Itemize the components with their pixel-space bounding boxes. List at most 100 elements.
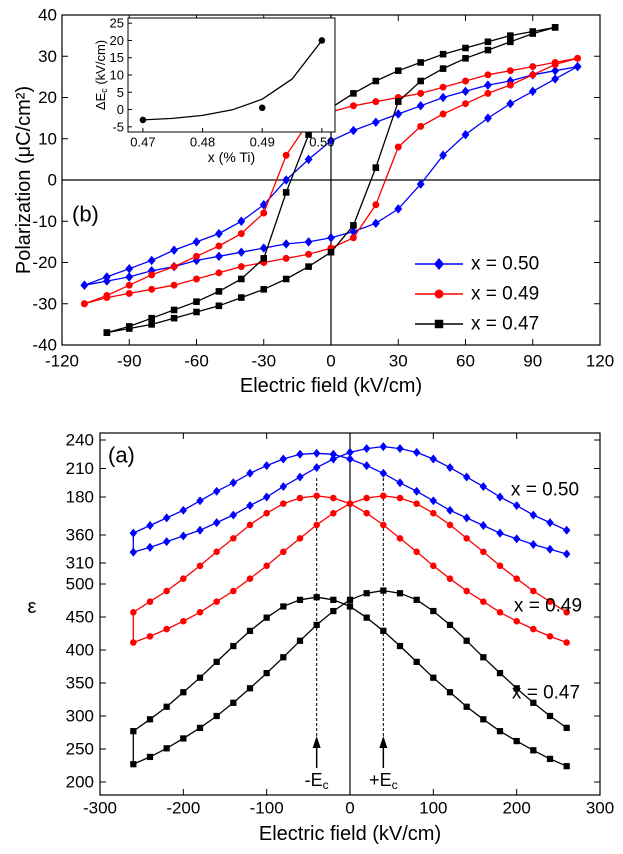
data-point [146, 753, 154, 761]
data-point [496, 562, 504, 570]
data-point [296, 596, 304, 603]
data-point [372, 77, 380, 85]
data-point [196, 724, 204, 731]
data-point [394, 109, 403, 119]
data-point [530, 625, 537, 633]
data-point [296, 472, 304, 482]
legend-marker [433, 257, 445, 271]
data-point [396, 444, 404, 454]
data-point [484, 46, 492, 54]
data-point [372, 164, 380, 171]
data-point [330, 596, 337, 603]
data-point [263, 614, 270, 621]
data-point [512, 501, 521, 511]
data-point [446, 463, 454, 473]
x-tick-label: -60 [184, 352, 209, 371]
data-point [304, 154, 313, 165]
data-point [313, 521, 320, 529]
data-point [480, 548, 487, 556]
data-point [282, 254, 290, 262]
data-point [246, 627, 254, 634]
y-tick-label: -30 [32, 294, 57, 313]
data-point [416, 179, 425, 189]
data-point [130, 761, 137, 768]
x-axis-title: x (% Ti) [208, 149, 255, 165]
data-point [313, 492, 320, 500]
data-point [446, 689, 454, 696]
data-point [170, 245, 179, 255]
data-point [479, 482, 488, 492]
data-point [480, 598, 487, 605]
data-point [546, 755, 554, 763]
x-tick-label: 0 [326, 352, 335, 371]
data-point [162, 513, 171, 523]
data-point [170, 306, 178, 314]
data-point [313, 594, 320, 601]
y-tick-label: 30 [38, 47, 57, 66]
legend-label: x = 0.47 [471, 314, 539, 335]
data-point [215, 288, 223, 295]
data-point [148, 314, 155, 322]
y-tick-label: 350 [66, 674, 94, 693]
data-point [546, 712, 554, 720]
data-point [463, 703, 470, 710]
data-point [305, 263, 312, 270]
data-point [237, 216, 246, 226]
data-point [162, 537, 171, 547]
data-point [139, 116, 147, 124]
ec-label: +Ec [369, 770, 398, 792]
x-tick-label: -30 [251, 352, 276, 371]
data-point [479, 521, 488, 530]
y-tick-label: 360 [66, 526, 94, 545]
data-point [215, 302, 223, 310]
ec-label-main: +E [369, 770, 392, 790]
data-point [496, 492, 504, 502]
data-point [496, 528, 504, 538]
panel-label: (b) [72, 202, 99, 227]
y-tick-label: 10 [38, 129, 57, 148]
data-point [163, 625, 170, 633]
data-point [483, 80, 492, 90]
data-point [148, 321, 155, 328]
data-point [462, 77, 469, 85]
series-label: x = 0.50 [511, 480, 579, 501]
data-point [280, 500, 287, 507]
data-point [496, 728, 504, 735]
data-point [246, 685, 254, 692]
x-tick-label: 0.48 [190, 135, 215, 150]
data-point [329, 454, 338, 464]
data-point [529, 30, 537, 37]
data-point [259, 200, 268, 210]
data-point [296, 535, 304, 542]
y-tick-label: 310 [66, 554, 94, 573]
data-point [263, 669, 270, 677]
data-point [196, 562, 204, 570]
data-point [563, 724, 570, 731]
data-point [196, 674, 204, 681]
data-point [262, 461, 271, 471]
data-point [129, 547, 138, 557]
x-tick-label: -300 [83, 799, 117, 818]
data-point [483, 113, 492, 123]
data-point [212, 486, 221, 496]
y-tick-label: 240 [66, 431, 94, 450]
data-point [462, 472, 471, 482]
data-point [380, 627, 387, 634]
data-point [396, 642, 404, 650]
y-tick-label: 20 [38, 88, 57, 107]
data-point [237, 247, 246, 257]
data-point [528, 86, 537, 97]
data-point [530, 699, 537, 706]
data-point [238, 294, 245, 301]
legend: x = 0.50 x = 0.49 x = 0.47 [415, 254, 539, 335]
data-point [170, 263, 178, 271]
data-point [238, 275, 245, 283]
data-point [380, 587, 387, 594]
legend-label: x = 0.49 [471, 284, 539, 305]
data-point [180, 617, 187, 625]
data-point [362, 461, 371, 471]
data-point [103, 329, 111, 336]
data-point [258, 104, 266, 112]
data-point [417, 89, 425, 97]
